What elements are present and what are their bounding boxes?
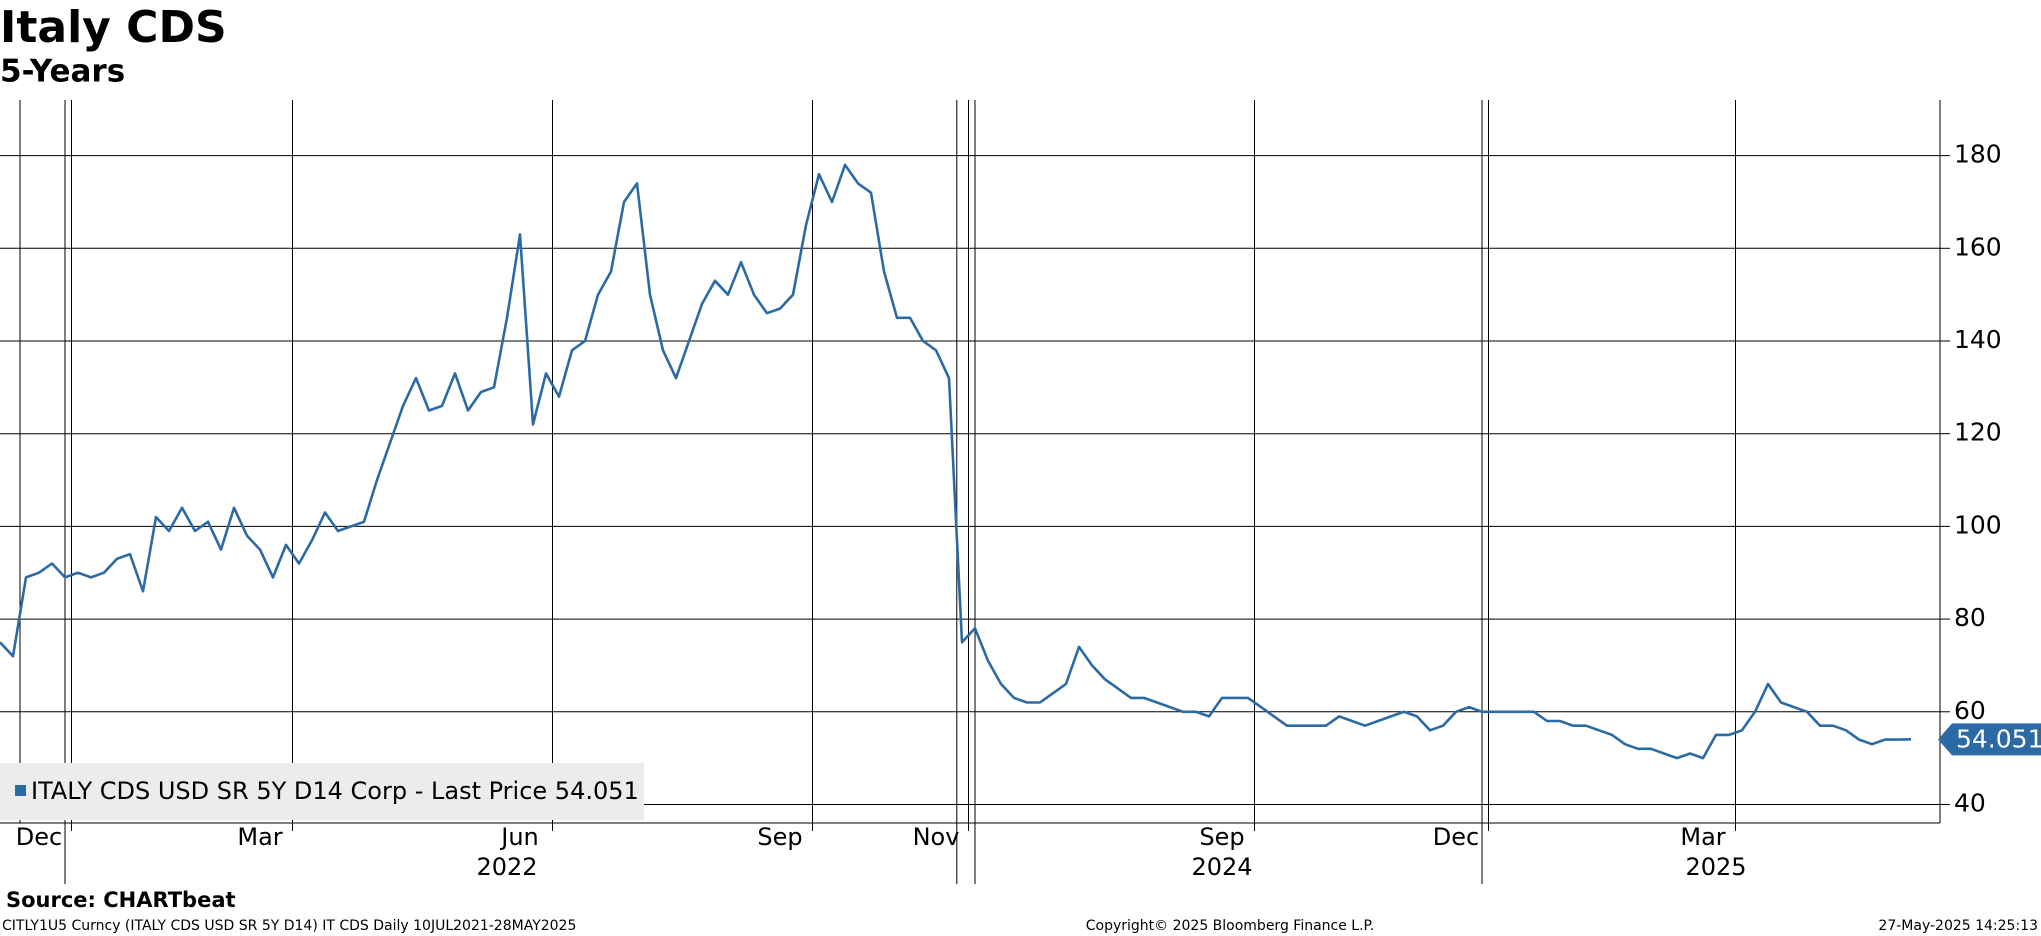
y-tick-label: 40	[1954, 788, 1986, 817]
footer-center: Copyright© 2025 Bloomberg Finance L.P.	[1086, 918, 1375, 934]
chart-subtitle: 5-Years	[0, 54, 125, 90]
x-tick-label: Mar	[237, 823, 282, 851]
line-series	[0, 163, 1912, 760]
footer-left: CITLY1U5 Curncy (ITALY CDS USD SR 5Y D14…	[2, 918, 576, 934]
x-tick-label: Jun	[499, 823, 539, 851]
x-tick-label: Sep	[757, 823, 802, 851]
legend-box	[0, 763, 644, 820]
y-tick-label: 140	[1954, 325, 2002, 354]
legend-entry: ITALY CDS USD SR 5Y D14 Corp - Last Pric…	[31, 777, 639, 805]
legend-last-price: 54.051	[555, 777, 639, 805]
x-tick-label: Dec	[1433, 823, 1479, 851]
source: Source: CHARTbeat	[6, 888, 236, 912]
y-tick-label: 60	[1954, 696, 1986, 725]
y-tick-label: 100	[1954, 510, 2002, 539]
x-tick-label: Dec	[16, 823, 62, 851]
x-tick-label: Sep	[1199, 823, 1244, 851]
footer-right: 27-May-2025 14:25:13	[1878, 918, 2038, 934]
y-tick-label: 120	[1954, 418, 2002, 447]
x-tick-label: Nov	[913, 823, 960, 851]
y-tick-label: 180	[1954, 140, 2002, 169]
x-tick-label: Mar	[1680, 823, 1725, 851]
last-price-tag	[1938, 723, 2041, 756]
year-label: 2025	[1685, 853, 1746, 881]
year-label: 2022	[476, 853, 537, 881]
last-price-label: 54.051	[1956, 724, 2041, 753]
year-label: 2024	[1191, 853, 1252, 881]
chart-title: Italy CDS	[0, 2, 227, 53]
y-tick-label: 160	[1954, 232, 2002, 261]
y-tick-label: 80	[1954, 603, 1986, 632]
legend-name: ITALY CDS USD SR 5Y D14 Corp - Last Pric…	[31, 777, 547, 805]
legend-swatch	[15, 785, 26, 796]
